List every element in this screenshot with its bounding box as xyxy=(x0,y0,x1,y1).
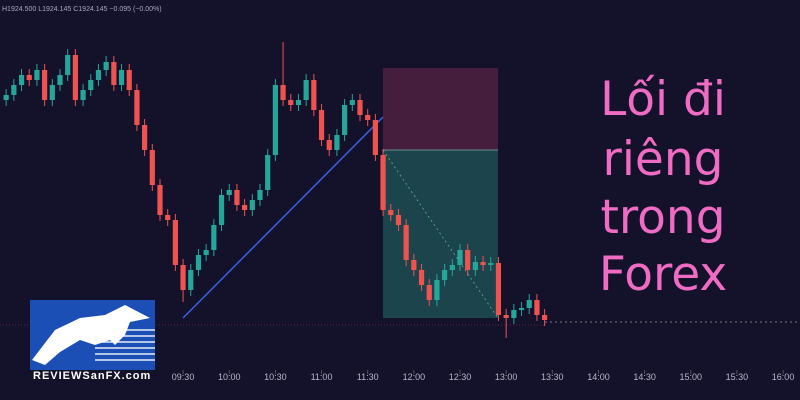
candle-body xyxy=(118,70,125,85)
candle-body xyxy=(226,190,232,195)
candle-body xyxy=(457,250,463,265)
candle-body xyxy=(411,260,417,270)
candle-body xyxy=(303,80,309,100)
candle-body xyxy=(380,155,386,210)
headline-line: trong xyxy=(600,190,725,245)
candle-body xyxy=(480,262,486,265)
x-tick-label: 11:30 xyxy=(357,372,379,382)
candle-body xyxy=(34,70,40,80)
ohlc-legend: H1924.500 L1924.145 C1924.145 −0.095 (−0… xyxy=(2,6,162,13)
grid xyxy=(182,370,784,374)
x-tick-label: 15:00 xyxy=(680,372,703,382)
candle-body xyxy=(49,85,55,100)
candle-body xyxy=(265,155,271,190)
candle-body xyxy=(526,300,532,308)
x-tick-label: 13:30 xyxy=(541,372,564,382)
candle-body xyxy=(165,215,171,220)
candle-body xyxy=(111,62,117,85)
candle-body xyxy=(503,315,509,318)
candle-body xyxy=(534,300,540,315)
candle-body xyxy=(349,100,355,105)
candle-body xyxy=(418,270,425,285)
x-tick-label: 11:00 xyxy=(311,372,333,382)
headline-line: Forex xyxy=(599,247,727,302)
candle-body xyxy=(318,110,325,140)
logo: REVIEWSanFX.com xyxy=(30,300,155,382)
candle-body xyxy=(172,220,178,265)
candle-body xyxy=(518,308,525,310)
candle-body xyxy=(180,265,186,290)
candle-body xyxy=(218,195,225,225)
candle-body xyxy=(280,85,286,100)
x-tick-label: 16:00 xyxy=(772,372,795,382)
candle-body xyxy=(26,75,32,80)
candle-body xyxy=(126,70,132,90)
candle-body xyxy=(434,280,440,300)
x-tick-label: 09:30 xyxy=(172,372,195,382)
candle-body xyxy=(542,315,548,320)
x-tick-label: 12:30 xyxy=(449,372,472,382)
candle-body xyxy=(11,85,17,95)
candle-body xyxy=(257,190,263,200)
x-tick-label: 13:00 xyxy=(495,372,518,382)
candle-body xyxy=(188,270,194,290)
candle-body xyxy=(472,262,478,270)
candle-body xyxy=(295,100,302,105)
candle-body xyxy=(195,255,202,270)
candle-body xyxy=(365,115,371,120)
candle-body xyxy=(272,85,278,155)
candle-body xyxy=(511,310,517,318)
candle-body xyxy=(395,215,402,225)
candle-body xyxy=(234,190,240,205)
candle-body xyxy=(288,100,294,105)
candle-body xyxy=(57,75,63,85)
candle-body xyxy=(203,250,209,255)
candle-body xyxy=(442,270,448,280)
trade-path xyxy=(382,149,499,319)
x-tick-label: 14:00 xyxy=(587,372,610,382)
candle-body xyxy=(488,263,494,265)
headline-line: Lối đi xyxy=(600,72,726,127)
x-tick-label: 10:00 xyxy=(218,372,241,382)
candle-body xyxy=(372,120,378,155)
x-tick-label: 14:30 xyxy=(633,372,656,382)
x-tick-label: 12:00 xyxy=(403,372,426,382)
candle-body xyxy=(249,200,255,210)
candle-body xyxy=(449,265,455,270)
candle-body xyxy=(211,225,217,250)
candle-body xyxy=(18,75,25,85)
logo-text: REVIEWSanFX.com xyxy=(33,370,151,382)
x-tick-label: 15:30 xyxy=(726,372,749,382)
candles xyxy=(3,42,548,338)
candle-body xyxy=(95,70,102,80)
trend-line xyxy=(182,116,384,319)
candle-body xyxy=(88,80,94,90)
candle-body xyxy=(342,105,348,135)
candle-body xyxy=(157,185,163,215)
candle-body xyxy=(403,225,409,260)
candle-body xyxy=(334,135,340,150)
candle-body xyxy=(42,70,48,100)
logo-bull xyxy=(32,305,150,365)
candle-body xyxy=(388,210,394,215)
candle-body xyxy=(80,90,86,100)
candle-body xyxy=(149,150,155,185)
candle-body xyxy=(465,250,471,270)
x-tick-label: 10:30 xyxy=(264,372,287,382)
candle-body xyxy=(3,95,9,100)
candle-body xyxy=(142,125,148,150)
candle-body xyxy=(311,80,317,110)
candle-body xyxy=(357,100,363,115)
candle-body xyxy=(103,62,109,70)
stop-zone xyxy=(383,68,498,150)
candle-body xyxy=(72,55,78,100)
candle-body xyxy=(495,263,502,315)
candle-body xyxy=(65,55,71,75)
candle-body xyxy=(242,205,248,210)
headline-line: riêng xyxy=(603,132,724,187)
candle-body xyxy=(134,90,140,125)
candle-body xyxy=(326,140,332,150)
candle-body xyxy=(426,285,432,300)
